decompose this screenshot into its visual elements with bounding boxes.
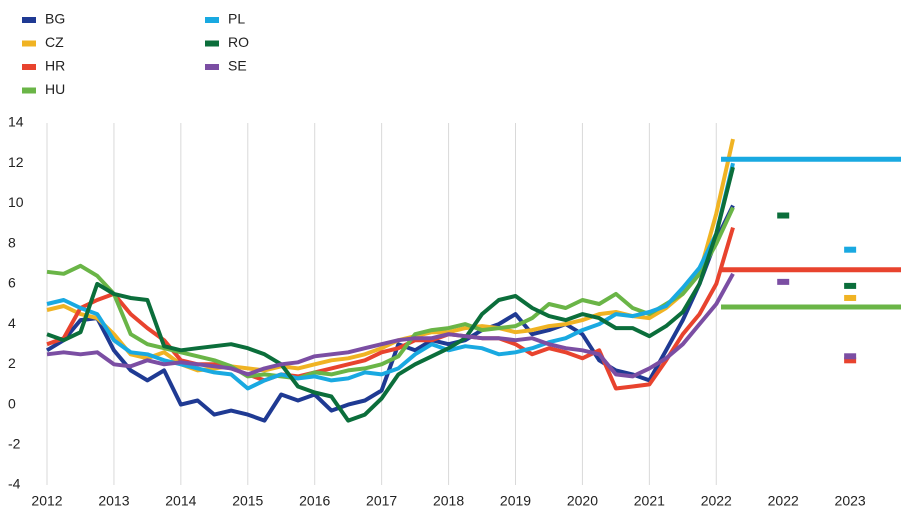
x-tick-label: 2013 [98, 493, 129, 509]
legend-label: HU [45, 81, 65, 97]
x-tick-label: 2021 [634, 493, 665, 509]
x-tick-label: 2015 [232, 493, 263, 509]
forecast-marker [777, 278, 790, 285]
y-tick-label: -2 [8, 435, 21, 451]
y-tick-label: 8 [8, 234, 16, 250]
legend-label: HR [45, 58, 65, 74]
series-line [46, 272, 735, 379]
y-tick-label: 6 [8, 275, 16, 291]
y-tick-label: 14 [8, 114, 24, 130]
legend-swatch [22, 87, 36, 94]
x-tick-label: 2016 [299, 493, 330, 509]
x-tick-label: 2022 [701, 493, 732, 509]
y-tick-label: 4 [8, 315, 16, 331]
x-tick-label: 2017 [366, 493, 397, 509]
y-tick-label: 0 [8, 395, 16, 411]
series-line [45, 204, 735, 423]
legend-swatch [22, 64, 36, 70]
x-tick-label: 2012 [31, 493, 62, 509]
legend-swatch [205, 17, 219, 23]
y-tick-label: 12 [8, 154, 24, 170]
legend-swatch [205, 64, 219, 70]
x-tick-label: 2023 [835, 493, 866, 509]
series-line [46, 162, 735, 391]
legend-label: CZ [45, 34, 64, 50]
x-tick-label: 2019 [500, 493, 531, 509]
forecast-marker [844, 246, 857, 253]
x-tick-label: 2018 [433, 493, 464, 509]
series-line [46, 138, 735, 373]
legend-swatch [22, 17, 36, 23]
x-tick-label: 2022 [768, 493, 799, 509]
legend-label: PL [228, 11, 245, 27]
y-tick-label: 10 [8, 194, 24, 210]
legend-label: BG [45, 11, 65, 27]
forecast-marker [777, 212, 790, 219]
forecast-marker [844, 282, 857, 289]
series-line [46, 166, 735, 423]
forecast-marker [844, 353, 857, 360]
x-tick-label: 2014 [165, 493, 196, 509]
forecast-marker [844, 357, 857, 364]
legend-label: RO [228, 34, 249, 50]
series-line [46, 206, 735, 381]
legend-label: SE [228, 58, 247, 74]
forecast-marker [844, 294, 857, 301]
legend-swatch [22, 40, 36, 47]
y-tick-label: 2 [8, 355, 16, 371]
legend-swatch [205, 40, 219, 47]
y-tick-label: -4 [8, 476, 21, 492]
x-tick-label: 2020 [567, 493, 598, 509]
